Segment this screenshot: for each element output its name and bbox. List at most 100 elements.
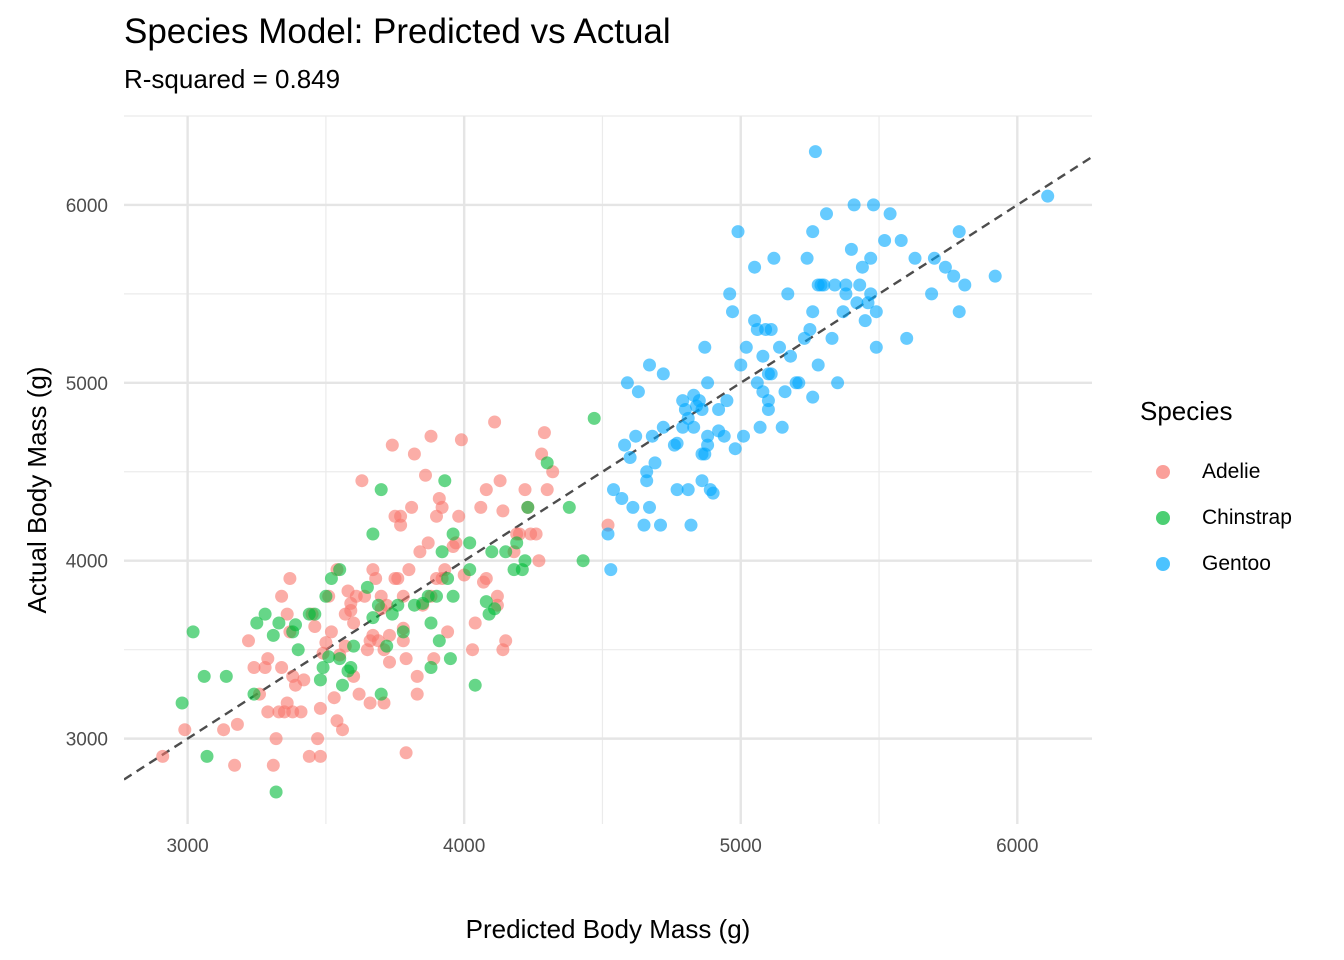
data-point-adelie [355, 474, 369, 488]
legend-label-gentoo: Gentoo [1202, 552, 1271, 575]
data-point-adelie [217, 723, 231, 737]
data-point-chinstrap [446, 589, 460, 603]
data-point-gentoo [800, 251, 814, 265]
data-point-gentoo [739, 340, 753, 354]
data-point-adelie [421, 536, 435, 550]
data-point-chinstrap [219, 669, 233, 683]
data-point-gentoo [778, 385, 792, 399]
data-point-adelie [385, 438, 399, 452]
data-point-adelie [452, 509, 466, 523]
legend-item-chinstrap: Chinstrap [1140, 495, 1330, 541]
data-point-adelie [242, 634, 255, 648]
legend-key-gentoo [1156, 557, 1170, 571]
legend-label-adelie: Adelie [1202, 460, 1261, 483]
data-point-chinstrap [435, 545, 449, 559]
data-point-gentoo [894, 234, 908, 247]
data-point-chinstrap [347, 639, 361, 653]
data-point-adelie [479, 572, 493, 585]
data-point-chinstrap [521, 500, 535, 514]
legend-key-adelie [1156, 465, 1170, 479]
data-point-gentoo [687, 420, 701, 434]
data-point-adelie [394, 518, 408, 532]
data-point-chinstrap [499, 545, 513, 559]
data-point-chinstrap [371, 598, 385, 612]
data-point-gentoo [712, 403, 726, 416]
data-point-adelie [407, 447, 421, 461]
data-point-adelie [269, 732, 283, 746]
data-point-adelie [383, 655, 396, 669]
data-point-gentoo [844, 242, 858, 256]
x-tick-label: 3000 [166, 836, 208, 857]
data-point-gentoo [767, 251, 781, 265]
data-point-chinstrap [443, 652, 457, 666]
data-point-adelie [532, 554, 546, 568]
data-point-gentoo [938, 260, 952, 274]
data-point-adelie [488, 415, 502, 429]
legend: Species Adelie Chinstrap Gentoo [1140, 396, 1330, 587]
data-point-gentoo [784, 349, 797, 363]
data-point-adelie [413, 545, 427, 559]
y-tick-label: 4000 [66, 552, 108, 573]
data-point-adelie [490, 589, 504, 603]
data-point-adelie [369, 572, 383, 585]
data-point-gentoo [839, 278, 853, 292]
y-axis-title: Actual Body Mass (g) [22, 366, 52, 613]
data-point-chinstrap [324, 572, 338, 585]
data-point-adelie [474, 500, 488, 514]
data-point-chinstrap [463, 536, 477, 550]
data-point-gentoo [927, 251, 941, 265]
data-point-adelie [311, 732, 325, 746]
data-point-adelie [399, 746, 413, 760]
data-point-chinstrap [587, 411, 601, 425]
data-point-gentoo [855, 260, 869, 274]
data-point-gentoo [731, 225, 745, 239]
data-point-chinstrap [391, 598, 405, 612]
data-point-adelie [441, 625, 455, 639]
data-point-gentoo [734, 358, 748, 372]
data-point-gentoo [761, 394, 775, 408]
data-point-adelie [435, 500, 449, 514]
data-point-gentoo [1041, 189, 1055, 203]
data-point-adelie [313, 749, 327, 763]
data-point-gentoo [900, 331, 914, 345]
data-point-gentoo [792, 376, 806, 390]
data-point-gentoo [869, 305, 883, 319]
data-point-gentoo [817, 278, 831, 292]
data-point-gentoo [618, 438, 632, 452]
data-point-chinstrap [250, 616, 264, 630]
data-point-adelie [363, 696, 377, 710]
data-point-gentoo [656, 420, 670, 434]
data-point-gentoo [850, 296, 864, 310]
data-point-adelie [275, 661, 289, 674]
data-point-chinstrap [380, 639, 394, 653]
data-point-adelie [266, 758, 280, 772]
data-point-chinstrap [374, 687, 388, 701]
data-point-gentoo [761, 403, 775, 416]
data-point-gentoo [681, 483, 695, 497]
data-point-gentoo [958, 278, 972, 292]
data-point-adelie [336, 723, 349, 737]
data-point-gentoo [728, 442, 742, 456]
data-point-gentoo [773, 340, 786, 354]
data-point-chinstrap [197, 669, 211, 683]
data-point-chinstrap [432, 634, 446, 648]
data-point-chinstrap [468, 678, 482, 692]
data-point-adelie [424, 429, 438, 443]
data-point-gentoo [695, 474, 709, 488]
data-point-chinstrap [308, 607, 322, 621]
data-point-gentoo [607, 483, 620, 497]
data-point-gentoo [864, 251, 878, 265]
data-point-chinstrap [430, 589, 443, 603]
data-point-adelie [313, 701, 327, 715]
data-point-chinstrap [200, 749, 214, 763]
data-point-gentoo [988, 269, 1002, 283]
data-point-gentoo [839, 287, 853, 301]
data-point-gentoo [604, 563, 618, 577]
data-point-chinstrap [366, 527, 380, 541]
data-point-gentoo [883, 207, 897, 221]
data-point-gentoo [836, 305, 850, 319]
data-point-gentoo [695, 403, 709, 416]
data-point-gentoo [720, 394, 734, 408]
data-point-chinstrap [396, 625, 410, 639]
data-point-chinstrap [540, 456, 554, 470]
